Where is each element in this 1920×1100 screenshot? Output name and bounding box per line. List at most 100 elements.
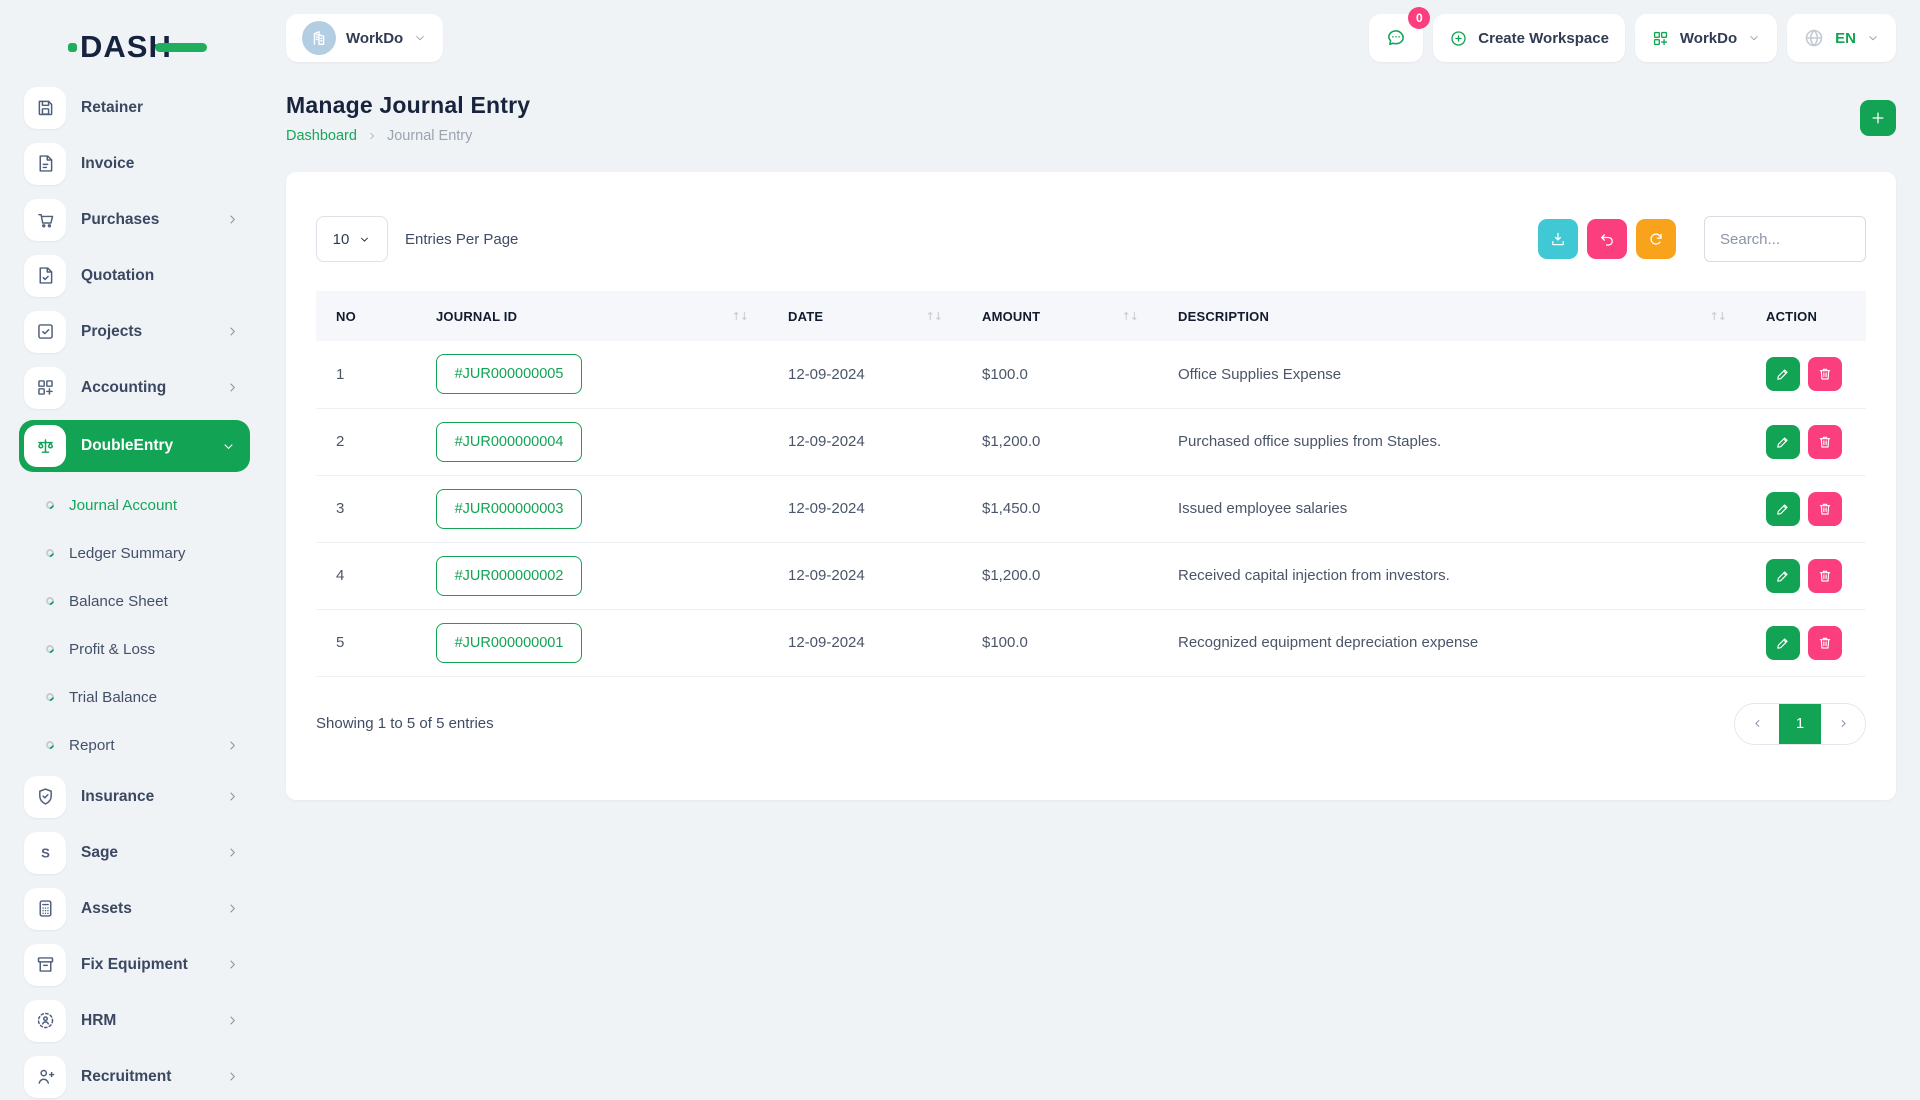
bullet-icon xyxy=(44,739,56,751)
sidebar-subitem-profit-loss[interactable]: Profit & Loss xyxy=(24,625,250,673)
cell-amount: $100.0 xyxy=(962,341,1158,409)
current-page[interactable]: 1 xyxy=(1779,703,1821,744)
row-actions xyxy=(1766,424,1846,459)
cell-description: Received capital injection from investor… xyxy=(1158,542,1746,610)
chevron-right-icon xyxy=(225,901,240,916)
chevron-down-icon xyxy=(413,31,427,45)
chevron-right-icon xyxy=(225,212,240,227)
table-row: 1 #JUR000000005 12-09-2024 $100.0 Office Sup… xyxy=(316,341,1866,409)
edit-button[interactable] xyxy=(1766,558,1800,593)
sidebar-item-assets[interactable]: Assets xyxy=(24,885,250,932)
chevron-down-icon xyxy=(358,233,371,246)
edit-button[interactable] xyxy=(1766,625,1800,660)
topbar-actions: 0 Create Workspace WorkDo EN xyxy=(1369,7,1896,62)
grid-plus-icon xyxy=(1651,29,1670,48)
sidebar-subitem-report[interactable]: Report xyxy=(24,721,250,769)
globe-icon xyxy=(1803,27,1825,49)
cell-description: Purchased office supplies from Staples. xyxy=(1158,408,1746,476)
journal-id-badge[interactable]: #JUR000000005 xyxy=(436,354,582,395)
cell-date: 12-09-2024 xyxy=(768,475,962,543)
sidebar-item-retainer[interactable]: Retainer xyxy=(24,84,250,131)
sidebar-item-accounting[interactable]: Accounting xyxy=(24,364,250,411)
sidebar-item-label: Invoice xyxy=(81,154,135,172)
edit-button[interactable] xyxy=(1766,357,1800,392)
back-button[interactable] xyxy=(1587,219,1627,259)
sidebar-item-hrm[interactable]: HRM xyxy=(24,997,250,1044)
journal-id-badge[interactable]: #JUR000000002 xyxy=(436,555,582,596)
search-input[interactable] xyxy=(1704,216,1866,262)
table-row: 2 #JUR000000004 12-09-2024 $1,200.0 Purchase… xyxy=(316,408,1866,476)
create-workspace-button[interactable]: Create Workspace xyxy=(1433,14,1625,62)
sidebar-item-label: Accounting xyxy=(81,378,167,396)
entries-per-page-value: 10 xyxy=(332,230,350,248)
projects-icon xyxy=(24,310,66,353)
sidebar-subitem-ledger-summary[interactable]: Ledger Summary xyxy=(24,529,250,577)
messages-button[interactable]: 0 xyxy=(1369,7,1431,62)
delete-button[interactable] xyxy=(1808,424,1842,459)
breadcrumb-dashboard-link[interactable]: Dashboard xyxy=(286,128,357,144)
sidebar-item-doubleentry[interactable]: DoubleEntry xyxy=(19,420,250,472)
invoice-icon xyxy=(24,142,66,185)
journal-id-badge[interactable]: #JUR000000004 xyxy=(436,421,582,462)
workspace-menu-label: WorkDo xyxy=(1679,29,1738,47)
sidebar-item-insurance[interactable]: Insurance xyxy=(24,773,250,820)
app-logo[interactable]: DASH xyxy=(68,26,250,68)
delete-button[interactable] xyxy=(1808,491,1842,526)
sidebar-subitem-trial-balance[interactable]: Trial Balance xyxy=(24,673,250,721)
column-header-amount[interactable]: AMOUNT ↑↓ xyxy=(962,291,1158,341)
messages-badge: 0 xyxy=(1408,7,1431,29)
chevron-right-icon xyxy=(225,1013,240,1028)
logo-dot-icon xyxy=(68,42,77,52)
language-selector[interactable]: EN xyxy=(1787,14,1896,62)
refresh-button[interactable] xyxy=(1636,219,1676,259)
delete-button[interactable] xyxy=(1808,558,1842,593)
workspace-selector[interactable]: WorkDo xyxy=(286,14,444,62)
svg-text:S: S xyxy=(41,845,50,860)
edit-button[interactable] xyxy=(1766,491,1800,526)
sidebar-item-quotation[interactable]: Quotation xyxy=(24,252,250,299)
logo-dash-icon xyxy=(154,42,207,52)
delete-button[interactable] xyxy=(1808,357,1842,392)
sidebar: DASH Retainer Invoice Purchases Quotation Pr… xyxy=(0,0,262,1098)
cell-date: 12-09-2024 xyxy=(768,341,962,409)
sidebar-item-fix-equipment[interactable]: Fix Equipment xyxy=(24,941,250,988)
journal-entry-card: 10 Entries Per Page xyxy=(286,172,1896,800)
sidebar-item-projects[interactable]: Projects xyxy=(24,308,250,355)
sidebar-item-sage[interactable]: S Sage xyxy=(24,829,250,876)
sidebar-subitem-journal-account[interactable]: Journal Account xyxy=(24,481,250,529)
accounting-icon xyxy=(24,366,66,409)
bullet-icon xyxy=(44,595,56,607)
chevron-right-icon xyxy=(225,324,240,339)
chevron-right-icon xyxy=(225,380,240,395)
chevron-right-icon xyxy=(366,130,378,142)
table-row: 5 #JUR000000001 12-09-2024 $100.0 Recognized… xyxy=(316,609,1866,677)
column-header-date[interactable]: DATE ↑↓ xyxy=(768,291,962,341)
export-button[interactable] xyxy=(1538,219,1578,259)
sidebar-subitem-balance-sheet[interactable]: Balance Sheet xyxy=(24,577,250,625)
sidebar-subitem-label: Ledger Summary xyxy=(69,544,186,562)
sidebar-item-recruitment[interactable]: Recruitment xyxy=(24,1053,250,1100)
next-page-button[interactable] xyxy=(1821,703,1865,744)
column-header-description[interactable]: DESCRIPTION ↑↓ xyxy=(1158,291,1746,341)
cell-amount: $1,200.0 xyxy=(962,408,1158,476)
previous-page-button[interactable] xyxy=(1735,703,1779,744)
chevron-right-icon xyxy=(225,738,240,753)
chat-icon xyxy=(1385,26,1407,50)
journal-id-badge[interactable]: #JUR000000001 xyxy=(436,622,582,663)
bullet-icon xyxy=(44,643,56,655)
workspace-avatar xyxy=(302,21,336,55)
delete-button[interactable] xyxy=(1808,625,1842,660)
cell-no: 4 xyxy=(316,542,416,610)
entries-summary: Showing 1 to 5 of 5 entries xyxy=(316,715,494,732)
workspace-menu[interactable]: WorkDo xyxy=(1634,14,1778,62)
row-actions xyxy=(1766,625,1846,660)
entries-per-page-select[interactable]: 10 xyxy=(316,216,388,262)
sidebar-item-purchases[interactable]: Purchases xyxy=(24,196,250,243)
sidebar-item-label: Sage xyxy=(81,843,119,861)
table-row: 4 #JUR000000002 12-09-2024 $1,200.0 Received… xyxy=(316,542,1866,610)
edit-button[interactable] xyxy=(1766,424,1800,459)
column-header-journal-id[interactable]: JOURNAL ID ↑↓ xyxy=(416,291,768,341)
journal-id-badge[interactable]: #JUR000000003 xyxy=(436,488,582,529)
create-journal-entry-button[interactable] xyxy=(1860,100,1896,136)
sidebar-item-invoice[interactable]: Invoice xyxy=(24,140,250,187)
